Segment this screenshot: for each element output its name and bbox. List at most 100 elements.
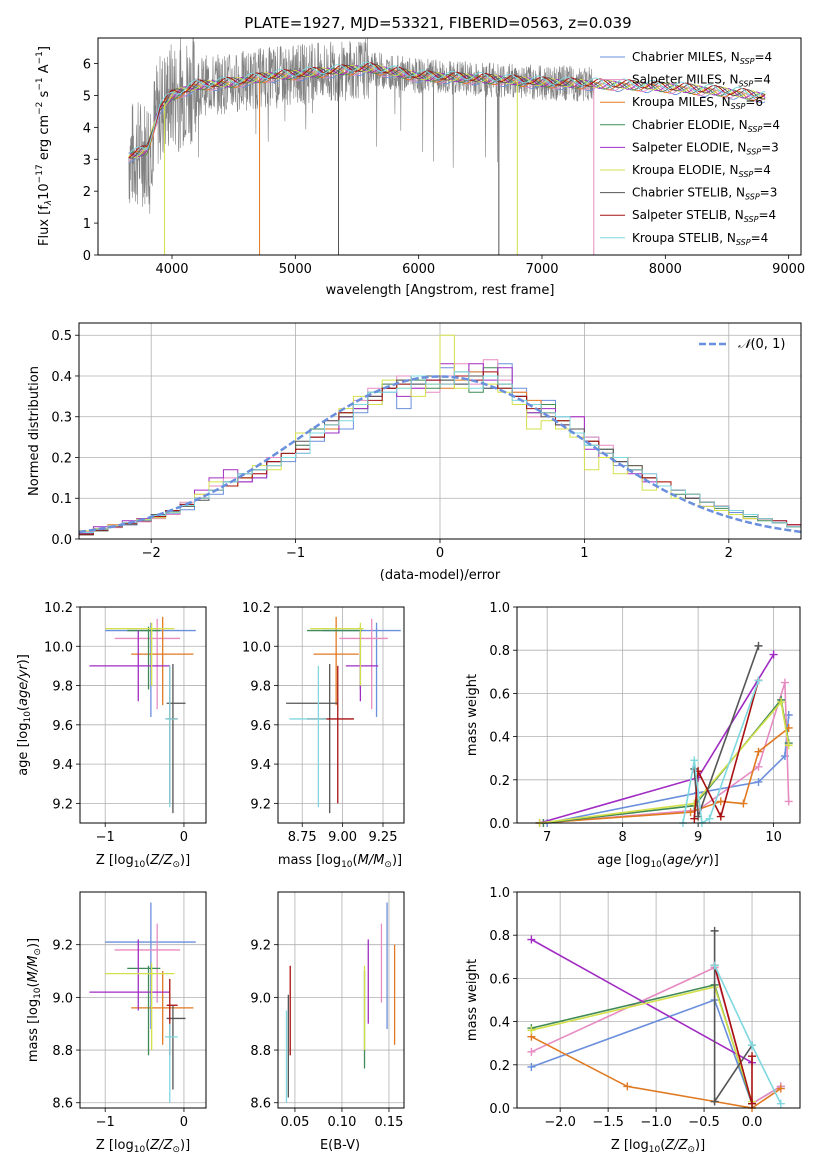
mass-vs-Z-frame bbox=[79, 891, 207, 1109]
weight-line bbox=[713, 965, 782, 1105]
legend-count: =3 bbox=[760, 186, 778, 200]
spectrum-axes-frame bbox=[97, 37, 802, 256]
residual-histogram bbox=[79, 334, 801, 532]
residuals-ylabel: Normed distribution bbox=[27, 366, 42, 496]
residuals-xtick-label: 2 bbox=[725, 546, 733, 561]
mass-vs-Z-ylabel: mass [log10(M/M⊙)] bbox=[26, 938, 43, 1062]
residuals-ytick-label: 0.5 bbox=[51, 329, 72, 344]
weight-vs-Z-xtick-label: −2.0 bbox=[544, 1115, 576, 1130]
weight-marker bbox=[780, 678, 789, 687]
age-vs-Z-ytick-label: 10.2 bbox=[44, 601, 73, 616]
legend-label: Kroupa MILES, NSSP=6 bbox=[632, 95, 763, 111]
legend-label: Kroupa STELIB, NSSP=4 bbox=[632, 231, 768, 247]
weight-marker bbox=[776, 1084, 785, 1093]
weight-marker bbox=[710, 1097, 719, 1106]
weight-vs-Z-ytick-label: 0.8 bbox=[489, 929, 510, 944]
mass-vs-Z-plot: −1 0 8.6 8.8 9.0 9.2 bbox=[52, 892, 206, 1130]
weight-line bbox=[543, 698, 790, 824]
legend-count: =3 bbox=[761, 140, 779, 154]
age-vs-Z-ytick-label: 9.4 bbox=[52, 758, 73, 773]
age-vs-Z-ytick-label: 9.2 bbox=[52, 797, 73, 812]
legend-count: =4 bbox=[753, 163, 771, 177]
legend-label: Chabrier ELODIE, NSSP=4 bbox=[632, 118, 780, 134]
age-vs-mass-panel: 8.75 9.00 9.25 9.2 9.4 9.6 9.8 10.0 10.2 mass [l… bbox=[242, 601, 405, 870]
residuals-axes-frame bbox=[78, 322, 802, 540]
legend-subscript: SSP bbox=[740, 57, 755, 66]
residuals-xtick-label: −1 bbox=[286, 546, 305, 561]
weight-vs-age-ylabel: mass weight bbox=[465, 674, 480, 756]
age-vs-mass-ytick-label: 10.0 bbox=[242, 640, 271, 655]
weight-vs-Z-xtick-label: −1.5 bbox=[592, 1115, 624, 1130]
weight-marker bbox=[748, 1041, 757, 1050]
weight-marker bbox=[710, 961, 719, 970]
legend-label: Chabrier STELIB, NSSP=3 bbox=[632, 186, 777, 202]
residuals-ytick-label: 0.1 bbox=[51, 492, 72, 507]
weight-marker bbox=[690, 814, 699, 823]
age-vs-Z-panel: −1 09.29.49.69.810.010.2 Z [log10(Z/Z⊙)] … bbox=[16, 601, 207, 870]
gaussian-reference bbox=[79, 375, 801, 534]
legend-subscript: SSP bbox=[746, 147, 761, 156]
age-vs-Z-ylabel: age [log10(age/yr)] bbox=[16, 654, 33, 776]
mass-vs-ebv-ytick-label: 8.6 bbox=[250, 1097, 271, 1112]
weight-vs-age-ytick-label: 0.8 bbox=[489, 644, 510, 659]
weight-marker bbox=[784, 741, 793, 750]
age-vs-mass-ytick-label: 10.2 bbox=[242, 601, 271, 616]
spectrum-ytick-label: 1 bbox=[83, 217, 91, 232]
weight-vs-age-ytick-label: 0.0 bbox=[489, 817, 510, 832]
weight-vs-Z-panel: −2.0 −1.5 −1.0 −0.5 0.0 0.0 0.2 0.4 0.6 0.8 1.0 Z … bbox=[465, 886, 801, 1155]
residuals-xlabel: (data-model)/error bbox=[380, 568, 501, 583]
spectrum-ytick-label: 6 bbox=[83, 58, 91, 73]
weight-marker bbox=[754, 777, 763, 786]
age-vs-mass-frame bbox=[277, 606, 405, 824]
spectrum-ytick-label: 2 bbox=[83, 185, 91, 200]
weight-vs-age-xtick-label: 9 bbox=[694, 830, 702, 845]
legend-label: Salpeter MILES, NSSP=4 bbox=[632, 73, 771, 89]
mass-vs-ebv-xtick-label: 0.05 bbox=[280, 1115, 309, 1130]
model-spectrum bbox=[128, 63, 766, 159]
age-vs-mass-xtick-label: 9.00 bbox=[328, 830, 357, 845]
residuals-xtick-label: −2 bbox=[142, 546, 161, 561]
mass-vs-ebv-ytick-label: 9.0 bbox=[250, 991, 271, 1006]
residuals-ytick-label: 0.3 bbox=[51, 411, 72, 426]
weight-marker bbox=[710, 926, 719, 935]
legend-count: =4 bbox=[751, 231, 769, 245]
legend-count: =4 bbox=[753, 73, 771, 87]
legend-count: =6 bbox=[745, 95, 763, 109]
weight-marker bbox=[769, 650, 778, 659]
residuals-ytick-label: 0.2 bbox=[51, 451, 72, 466]
spectrum-xtick-label: 7000 bbox=[525, 262, 558, 277]
residuals-xtick-label: 0 bbox=[436, 546, 444, 561]
weight-marker bbox=[527, 1026, 536, 1035]
residuals-plot: −2 −1 0 1 2 0.0 0.1 0.2 0.3 0.4 0.5 bbox=[51, 323, 801, 561]
age-vs-Z-xlabel: Z [log10(Z/Z⊙)] bbox=[96, 853, 190, 870]
age-vs-Z-xtick-label: −1 bbox=[96, 830, 115, 845]
legend-label: Chabrier MILES, NSSP=4 bbox=[632, 50, 772, 66]
spectrum-ylabel: Flux [fλ10−17 erg cm−2 s−1 A−1] bbox=[35, 46, 54, 246]
age-vs-Z-plot: −1 0 9.2 9.4 9.6 9.8 10.0 10.2 bbox=[44, 601, 206, 845]
weight-marker bbox=[777, 698, 786, 707]
weight-marker bbox=[527, 1062, 536, 1071]
legend-subscript: SSP bbox=[744, 215, 759, 224]
residuals-xtick-label: 1 bbox=[580, 546, 588, 561]
age-vs-mass-xlabel: mass [log10(M/M⊙)] bbox=[278, 853, 402, 870]
mass-vs-ebv-ytick-label: 9.2 bbox=[250, 939, 271, 954]
weight-marker bbox=[705, 814, 714, 823]
model-spectrum bbox=[128, 61, 766, 155]
legend-count: =4 bbox=[754, 50, 772, 64]
mass-vs-Z-ytick-label: 8.8 bbox=[52, 1044, 73, 1059]
mass-vs-ebv-xtick-label: 0.10 bbox=[327, 1115, 356, 1130]
legend-label: Salpeter STELIB, NSSP=4 bbox=[632, 208, 776, 224]
weight-vs-age-xlabel: age [log10(age/yr)] bbox=[597, 853, 719, 870]
age-vs-Z-ytick-label: 9.6 bbox=[52, 719, 73, 734]
mass-vs-Z-xlabel: Z [log10(Z/Z⊙)] bbox=[96, 1138, 190, 1155]
residuals-ytick-label: 0.4 bbox=[51, 370, 72, 385]
age-vs-Z-ytick-label: 9.8 bbox=[52, 680, 73, 695]
spectrum-ytick-label: 4 bbox=[83, 121, 91, 136]
weight-marker bbox=[623, 1082, 632, 1091]
spectrum-plot: 4000 5000 6000 7000 8000 9000 0 1 2 3 4 5 6 bbox=[83, 38, 805, 277]
spectrum-xtick-label: 8000 bbox=[649, 262, 682, 277]
weight-marker bbox=[754, 747, 763, 756]
observed-spectrum bbox=[128, 38, 595, 214]
legend-subscript: SSP bbox=[748, 125, 763, 134]
